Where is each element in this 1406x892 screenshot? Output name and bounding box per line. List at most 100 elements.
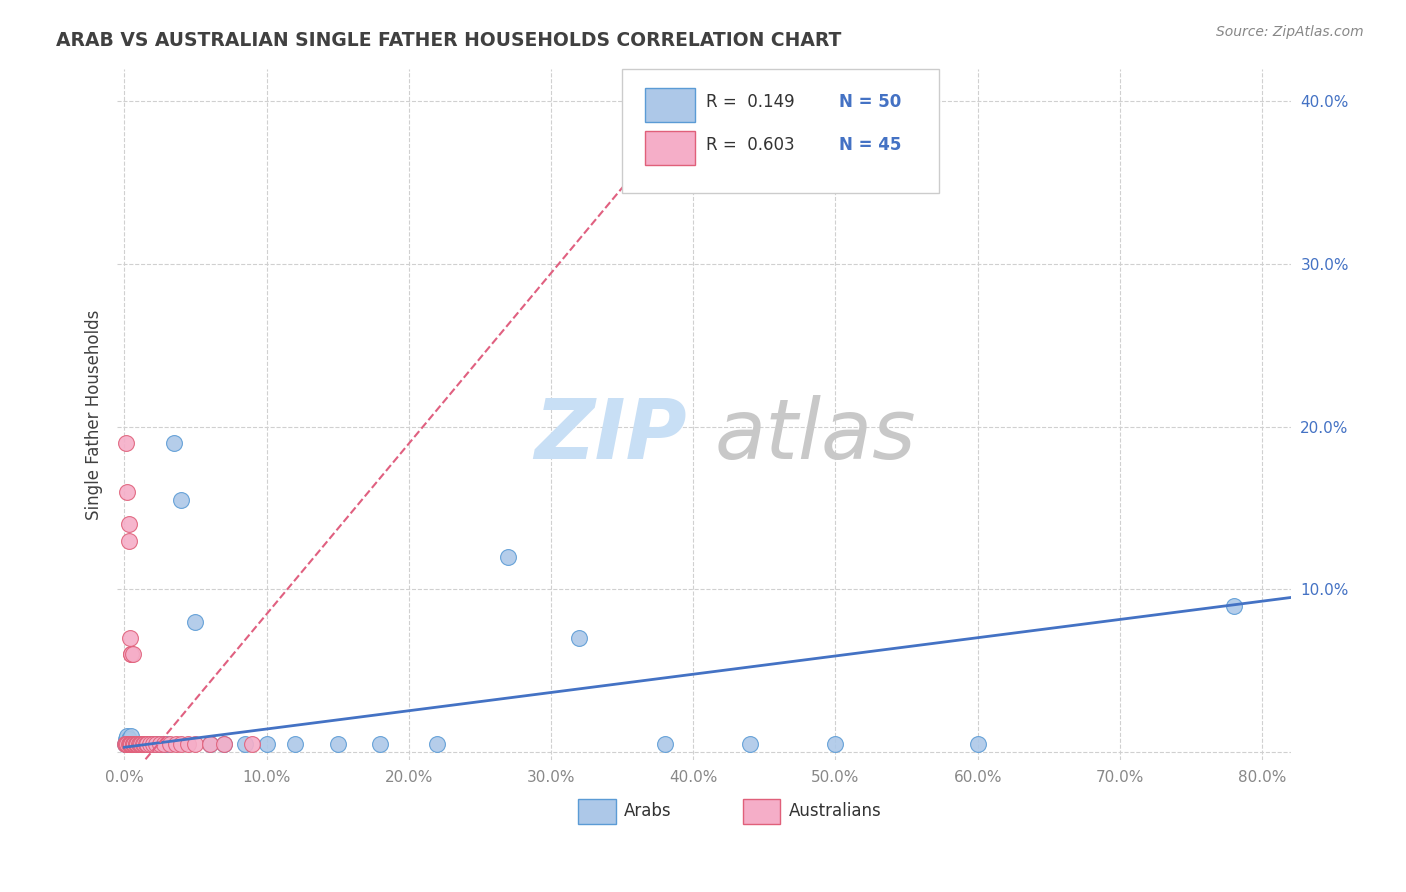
Point bbox=[121, 737, 143, 751]
Point bbox=[115, 729, 138, 743]
Text: N = 45: N = 45 bbox=[839, 136, 901, 153]
Point bbox=[121, 737, 143, 751]
Point bbox=[115, 737, 138, 751]
Point bbox=[824, 737, 846, 751]
Point bbox=[121, 737, 143, 751]
Point bbox=[114, 732, 136, 747]
Point bbox=[740, 737, 762, 751]
Point bbox=[135, 737, 157, 751]
Point bbox=[118, 737, 141, 751]
Point bbox=[170, 737, 193, 751]
Text: atlas: atlas bbox=[714, 394, 917, 475]
Text: Australians: Australians bbox=[789, 802, 882, 820]
Point bbox=[134, 737, 156, 751]
FancyBboxPatch shape bbox=[645, 88, 695, 122]
Point bbox=[114, 737, 136, 751]
Point bbox=[128, 737, 150, 751]
Point bbox=[117, 732, 139, 747]
Point bbox=[122, 737, 145, 751]
Point bbox=[149, 737, 172, 751]
Point bbox=[177, 737, 200, 751]
Point bbox=[115, 484, 138, 499]
Point bbox=[114, 737, 136, 751]
Point bbox=[426, 737, 449, 751]
Point bbox=[117, 533, 139, 548]
FancyBboxPatch shape bbox=[621, 69, 939, 193]
Text: R =  0.149: R = 0.149 bbox=[706, 93, 794, 111]
Point bbox=[120, 737, 142, 751]
Point bbox=[212, 737, 235, 751]
Point bbox=[498, 549, 520, 564]
Point bbox=[129, 737, 152, 751]
Text: R =  0.603: R = 0.603 bbox=[706, 136, 794, 153]
Point bbox=[122, 737, 145, 751]
Point bbox=[148, 737, 170, 751]
Point bbox=[240, 737, 263, 751]
Point bbox=[139, 737, 162, 751]
Point bbox=[117, 737, 139, 751]
Point bbox=[121, 648, 143, 662]
Point bbox=[117, 737, 139, 751]
Point bbox=[143, 737, 166, 751]
Point bbox=[121, 737, 143, 751]
Text: N = 50: N = 50 bbox=[839, 93, 901, 111]
Point bbox=[114, 737, 136, 751]
Point bbox=[159, 737, 181, 751]
Point bbox=[118, 737, 141, 751]
Point bbox=[233, 737, 256, 751]
Point bbox=[120, 729, 142, 743]
Point bbox=[131, 737, 153, 751]
Point bbox=[138, 737, 160, 751]
Point bbox=[152, 737, 174, 751]
Y-axis label: Single Father Households: Single Father Households bbox=[86, 310, 103, 520]
Point bbox=[165, 737, 187, 751]
Point bbox=[135, 737, 157, 751]
Point bbox=[114, 737, 136, 751]
Point bbox=[654, 737, 676, 751]
Point bbox=[568, 631, 591, 645]
Point bbox=[127, 737, 149, 751]
Point bbox=[163, 436, 186, 450]
Point bbox=[170, 492, 193, 507]
FancyBboxPatch shape bbox=[742, 799, 780, 824]
Point bbox=[114, 737, 136, 751]
Point bbox=[184, 737, 207, 751]
Point bbox=[120, 737, 142, 751]
Point bbox=[120, 648, 142, 662]
Text: ZIP: ZIP bbox=[534, 394, 686, 475]
Text: Source: ZipAtlas.com: Source: ZipAtlas.com bbox=[1216, 25, 1364, 39]
Point bbox=[198, 737, 221, 751]
FancyBboxPatch shape bbox=[645, 131, 695, 165]
Point bbox=[115, 737, 138, 751]
Point bbox=[184, 615, 207, 629]
Point bbox=[141, 737, 163, 751]
Point bbox=[124, 737, 146, 751]
Point bbox=[966, 737, 988, 751]
Point bbox=[114, 436, 136, 450]
Point bbox=[117, 517, 139, 532]
Point bbox=[115, 737, 138, 751]
Point bbox=[124, 737, 146, 751]
Point bbox=[129, 737, 152, 751]
Point bbox=[1222, 599, 1244, 613]
Point bbox=[198, 737, 221, 751]
Point bbox=[132, 737, 155, 751]
Point bbox=[153, 737, 176, 751]
Point bbox=[368, 737, 391, 751]
Point bbox=[118, 737, 141, 751]
Point bbox=[132, 737, 155, 751]
Point bbox=[131, 737, 153, 751]
Point bbox=[284, 737, 307, 751]
Point bbox=[127, 737, 149, 751]
Point bbox=[127, 737, 149, 751]
Point bbox=[326, 737, 349, 751]
Point bbox=[122, 737, 145, 751]
Point bbox=[120, 648, 142, 662]
Point bbox=[156, 737, 179, 751]
Text: Arabs: Arabs bbox=[624, 802, 672, 820]
Point bbox=[256, 737, 278, 751]
Point bbox=[145, 737, 167, 751]
Point bbox=[124, 737, 146, 751]
Point bbox=[124, 737, 146, 751]
Point bbox=[120, 737, 142, 751]
